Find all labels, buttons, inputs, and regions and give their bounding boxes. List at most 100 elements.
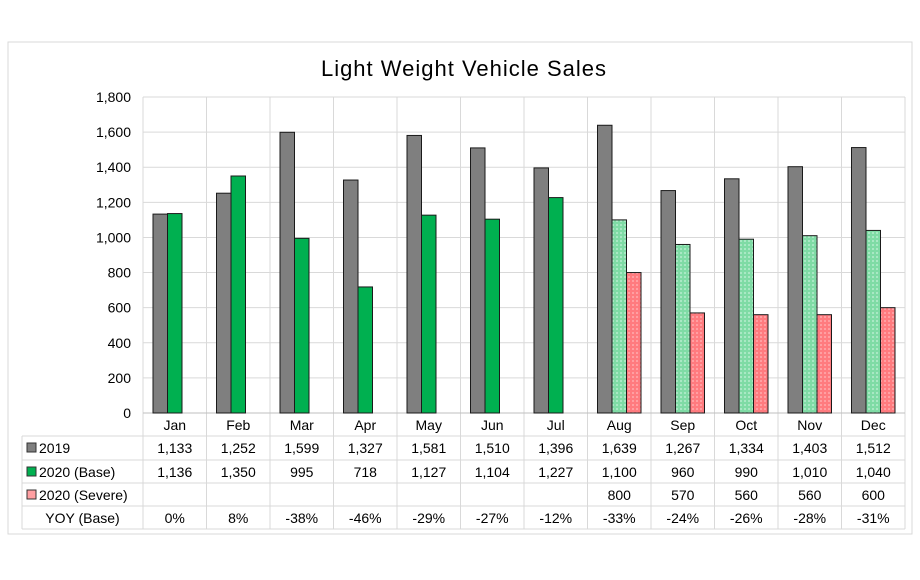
yoy-row-label: YOY (Base) <box>45 510 119 526</box>
data-table-cell: 1,040 <box>856 464 891 480</box>
data-table-cell: 1,396 <box>538 440 573 456</box>
legend-swatch <box>26 466 37 477</box>
bar-2019-dec <box>851 147 867 414</box>
y-tick-label: 200 <box>108 370 132 386</box>
data-table-cell: 718 <box>354 464 378 480</box>
bar-2020-severe--sep <box>689 312 705 414</box>
y-tick-label: 1,600 <box>96 124 131 140</box>
data-table-cell: 1,100 <box>602 464 637 480</box>
data-table-cell: 1,227 <box>538 464 573 480</box>
data-table-cell: 1,267 <box>665 440 700 456</box>
yoy-cell: -26% <box>730 510 763 526</box>
data-table-cell: 990 <box>735 464 759 480</box>
yoy-cell: -12% <box>539 510 572 526</box>
x-tick-label: Feb <box>226 417 250 433</box>
bar-2020-severe--nov <box>816 314 832 414</box>
data-table-cell: 1,350 <box>221 464 256 480</box>
y-tick-label: 600 <box>108 300 132 316</box>
data-table-cell: 960 <box>671 464 695 480</box>
legend-label: 2019 <box>39 440 70 456</box>
yoy-cell: -27% <box>476 510 509 526</box>
bar-2019-sep <box>660 190 676 414</box>
bar-2019-aug <box>597 124 613 414</box>
bar-2020-base--mar <box>294 237 310 414</box>
bar-2019-apr <box>343 179 359 414</box>
bar-2020-base--nov <box>802 235 818 414</box>
data-table-cell: 995 <box>290 464 314 480</box>
yoy-cell: -29% <box>412 510 445 526</box>
bar-2020-base--may <box>421 214 437 414</box>
bar-2020-severe--dec <box>880 307 896 414</box>
x-tick-label: Jan <box>163 417 186 433</box>
yoy-cell: -28% <box>793 510 826 526</box>
y-tick-label: 1,800 <box>96 89 131 105</box>
bar-2020-base--apr <box>357 286 373 414</box>
yoy-cell: -33% <box>603 510 636 526</box>
data-table-cell: 1,599 <box>284 440 319 456</box>
bar-2019-nov <box>787 166 803 414</box>
legend-swatch <box>26 489 37 500</box>
yoy-cell: 8% <box>228 510 248 526</box>
y-tick-label: 800 <box>108 265 132 281</box>
bar-2020-base--oct <box>738 238 754 414</box>
chart-title: Light Weight Vehicle Sales <box>321 56 607 81</box>
data-table-cell: 1,127 <box>411 464 446 480</box>
bar-2019-mar <box>279 131 295 414</box>
yoy-cell: -24% <box>666 510 699 526</box>
yoy-cell: -38% <box>285 510 318 526</box>
yoy-cell: -46% <box>349 510 382 526</box>
data-table-cell: 1,581 <box>411 440 446 456</box>
data-table-cell: 600 <box>862 487 886 503</box>
data-table-cell: 1,327 <box>348 440 383 456</box>
bar-2020-base--jul <box>548 197 564 414</box>
data-table-cell: 1,104 <box>475 464 510 480</box>
yoy-cell: 0% <box>165 510 185 526</box>
bar-2020-base--jan <box>167 213 183 414</box>
yoy-cell: -31% <box>857 510 890 526</box>
x-tick-label: Jun <box>481 417 504 433</box>
legend-label: 2020 (Severe) <box>39 487 128 503</box>
data-table-cell: 1,010 <box>792 464 827 480</box>
legend-label: 2020 (Base) <box>39 464 115 480</box>
x-tick-label: Nov <box>797 417 822 433</box>
bar-2019-jul <box>533 167 549 414</box>
legend-swatch <box>26 442 37 453</box>
x-tick-label: Dec <box>861 417 886 433</box>
x-tick-label: Mar <box>290 417 314 433</box>
data-table-cell: 800 <box>608 487 632 503</box>
y-tick-label: 1,000 <box>96 229 131 245</box>
bar-2020-severe--aug <box>626 272 642 414</box>
bar-2020-severe--oct <box>753 314 769 414</box>
y-tick-label: 1,200 <box>96 194 131 210</box>
x-tick-label: Aug <box>607 417 632 433</box>
bar-2019-jan <box>152 213 168 414</box>
bar-2019-may <box>406 134 422 414</box>
data-table-cell: 570 <box>671 487 695 503</box>
bar-2019-jun <box>470 147 486 414</box>
x-tick-label: Oct <box>735 417 757 433</box>
data-table-cell: 1,133 <box>157 440 192 456</box>
y-tick-label: 400 <box>108 335 132 351</box>
data-table-cell: 560 <box>798 487 822 503</box>
data-table-cell: 1,403 <box>792 440 827 456</box>
data-table-cell: 1,334 <box>729 440 764 456</box>
y-tick-label: 1,400 <box>96 159 131 175</box>
bar-2019-feb <box>216 192 232 414</box>
x-tick-label: Jul <box>547 417 565 433</box>
x-tick-label: Apr <box>354 417 376 433</box>
x-tick-label: Sep <box>670 417 695 433</box>
data-table-cell: 1,639 <box>602 440 637 456</box>
data-table-cell: 1,136 <box>157 464 192 480</box>
bar-2020-base--jun <box>484 218 500 414</box>
bar-2020-base--dec <box>865 229 881 414</box>
data-table-cell: 560 <box>735 487 759 503</box>
bar-2020-base--aug <box>611 219 627 414</box>
data-table-cell: 1,510 <box>475 440 510 456</box>
y-tick-label: 0 <box>123 405 131 421</box>
bar-2019-oct <box>724 178 740 414</box>
bar-2020-base--feb <box>230 175 246 414</box>
bar-2020-base--sep <box>675 243 691 414</box>
data-table-cell: 1,252 <box>221 440 256 456</box>
data-table-cell: 1,512 <box>856 440 891 456</box>
